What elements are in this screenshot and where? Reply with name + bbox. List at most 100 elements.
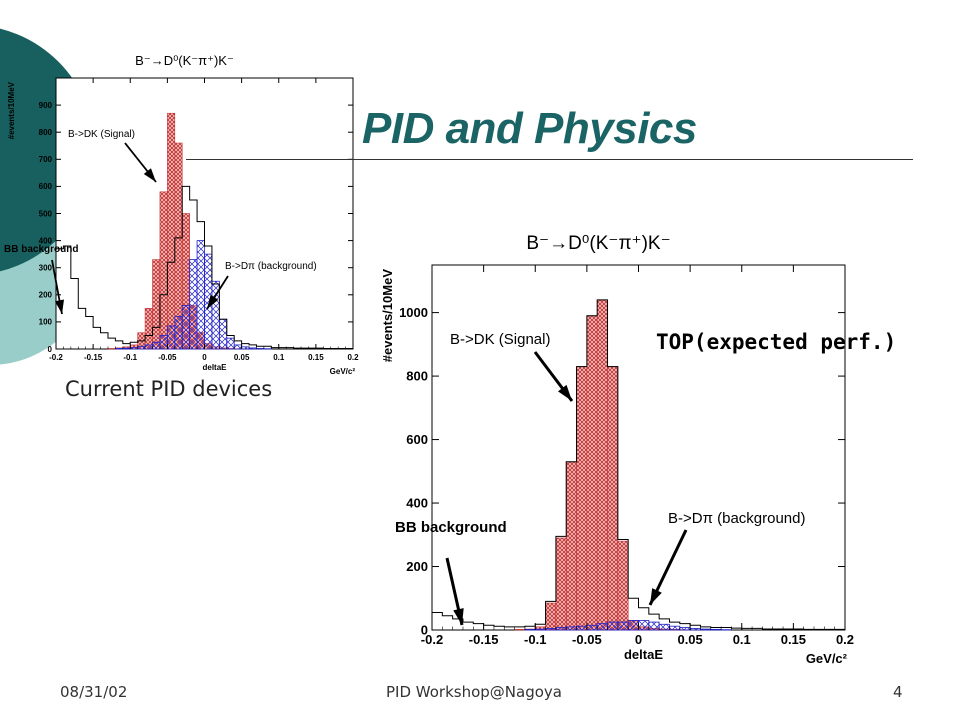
dpi-background-bar xyxy=(586,624,598,631)
dpi-background-bar xyxy=(218,318,228,350)
signal-bar xyxy=(524,628,536,631)
caption-top-expected: TOP(expected perf.) xyxy=(656,330,897,354)
signal-bar xyxy=(115,347,124,350)
dpi-background-bar xyxy=(115,348,124,350)
dpi-background-bar xyxy=(524,628,536,631)
title-divider xyxy=(186,159,913,160)
dpi-background-bar xyxy=(226,337,235,350)
dpi-background-bar xyxy=(144,344,153,350)
signal-bar xyxy=(648,628,660,631)
annotation-label: B->Dπ (background) xyxy=(225,261,317,272)
annotation-arrow-shaft xyxy=(124,142,157,183)
annotation-arrow-head xyxy=(453,608,464,625)
x-axis-unit: GeV/c² xyxy=(806,651,848,666)
signal-bar xyxy=(586,315,598,631)
dpi-background-bar xyxy=(534,628,546,631)
footer-date: 08/31/02 xyxy=(60,683,128,701)
dpi-background-bar xyxy=(122,347,131,350)
signal-bar xyxy=(669,629,681,631)
x-tick-label: 0.05 xyxy=(677,632,702,647)
signal-bar xyxy=(565,461,577,631)
x-tick-label: -0.1 xyxy=(524,632,546,647)
annotation-label: BB background xyxy=(395,519,507,536)
x-axis-label: deltaE xyxy=(624,647,663,662)
annotation-arrow-head xyxy=(558,384,572,401)
y-tick-label: 400 xyxy=(406,496,428,511)
y-axis-label: #events/10MeV xyxy=(380,269,395,363)
x-tick-label: 0 xyxy=(635,632,642,647)
decorative-circles xyxy=(0,28,95,365)
dpi-background-bar xyxy=(689,628,701,631)
dpi-background-bar xyxy=(211,280,220,350)
dpi-background-bar xyxy=(638,620,650,631)
slide-title: PID and Physics xyxy=(362,104,697,153)
annotation-arrow-shaft xyxy=(533,351,574,402)
signal-bar xyxy=(545,602,557,631)
y-tick-label: 0 xyxy=(421,623,428,638)
dpi-background-bar xyxy=(181,305,191,350)
x-tick-label: 0 xyxy=(202,353,207,362)
y-tick-label: 1000 xyxy=(399,305,428,320)
dpi-background-bar xyxy=(204,253,213,350)
signal-bar xyxy=(607,366,619,631)
x-tick-label: 0.15 xyxy=(781,632,806,647)
signal-bar xyxy=(152,259,161,350)
annotation-arrow-head xyxy=(143,168,156,182)
dpi-background-bar xyxy=(648,621,660,631)
dpi-background-bar xyxy=(607,621,619,631)
dpi-background-bar xyxy=(241,346,250,350)
plot-area xyxy=(431,264,846,631)
dpi-background-bar xyxy=(137,345,146,350)
annotation-arrow-head xyxy=(650,588,662,605)
annotation-label: B->Dπ (background) xyxy=(668,510,806,527)
signal-bar xyxy=(204,343,213,350)
signal-bar xyxy=(617,540,629,631)
footer-event: PID Workshop@Nagoya xyxy=(386,683,562,701)
signal-bar xyxy=(181,213,190,350)
x-tick-label: 0.2 xyxy=(836,632,854,647)
dpi-background-bar xyxy=(166,325,176,350)
dpi-background-bar xyxy=(129,347,139,350)
chart-title: B⁻→D⁰(K⁻π⁺)K⁻ xyxy=(526,233,670,254)
x-tick-label: 0.15 xyxy=(308,353,324,362)
x-tick-label: -0.2 xyxy=(421,632,443,647)
annotation-label: B->DK (Signal) xyxy=(450,331,550,348)
signal-bar xyxy=(159,191,168,350)
dpi-background-bar xyxy=(174,316,183,350)
chart-title: B⁻→D⁰(K⁻π⁺)K⁻ xyxy=(135,53,234,68)
dpi-background-bar xyxy=(159,335,168,350)
annotation-arrow-shaft xyxy=(206,275,229,310)
plot-frame xyxy=(431,264,846,631)
signal-bar xyxy=(167,112,176,350)
signal-bar xyxy=(189,305,198,350)
dpi-background-bar xyxy=(596,623,608,631)
signal-bar xyxy=(627,620,639,631)
dpi-background-bar xyxy=(700,628,712,631)
x-tick-label: -0.1 xyxy=(123,353,137,362)
dpi-background-bar xyxy=(627,620,639,631)
signal-bar xyxy=(658,628,670,631)
signal-bar xyxy=(555,537,567,631)
dpi-background-bar xyxy=(710,628,722,631)
signal-bar xyxy=(144,308,153,350)
caption-current-pid: Current PID devices xyxy=(65,377,273,401)
dpi-background-bar xyxy=(679,627,691,631)
signal-bar xyxy=(576,366,588,631)
x-axis-label: deltaE xyxy=(202,363,227,372)
annotation-arrow-shaft xyxy=(445,557,464,626)
x-axis-unit: GeV/c² xyxy=(330,367,356,376)
x-tick-label: 0.05 xyxy=(234,353,250,362)
x-tick-label: -0.15 xyxy=(469,632,499,647)
dpi-background-bar xyxy=(256,348,265,350)
footer-page-number: 4 xyxy=(893,683,903,701)
signal-bar xyxy=(596,299,608,631)
dpi-background-bar xyxy=(152,341,161,350)
dpi-background-bar xyxy=(545,628,557,631)
x-tick-label: 0.2 xyxy=(347,353,359,362)
x-tick-label: -0.05 xyxy=(572,632,602,647)
y-tick-label: 800 xyxy=(406,369,428,384)
signal-bar xyxy=(122,346,131,350)
dpi-background-bar xyxy=(196,240,205,350)
annotation-arrow-shaft xyxy=(648,529,688,606)
signal-bar xyxy=(129,344,138,350)
